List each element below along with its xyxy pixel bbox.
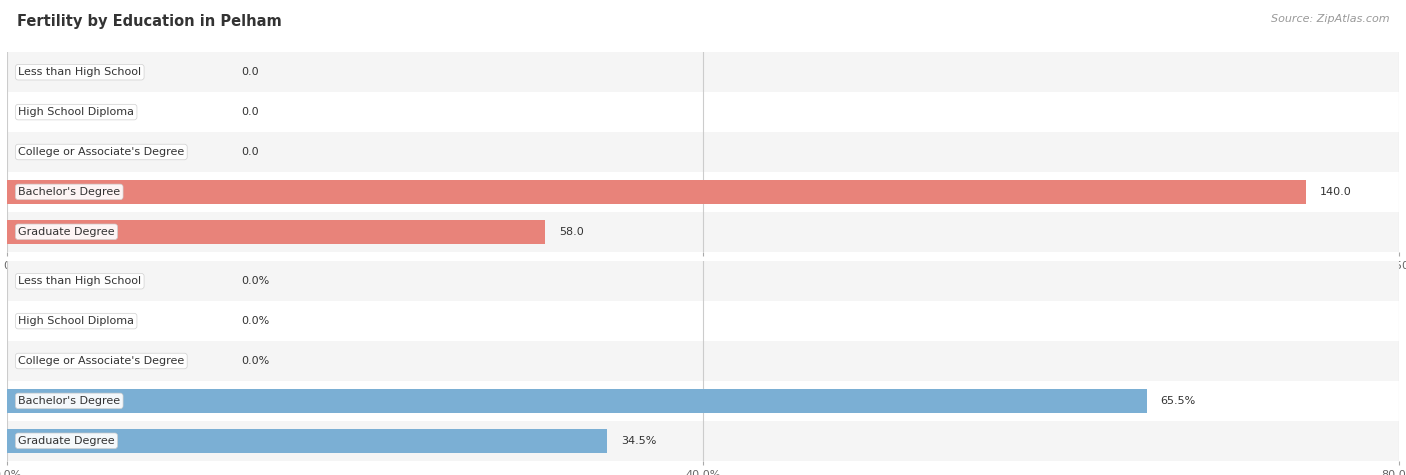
Text: Fertility by Education in Pelham: Fertility by Education in Pelham bbox=[17, 14, 281, 29]
Bar bbox=[7, 132, 1399, 172]
Text: 58.0: 58.0 bbox=[560, 227, 583, 237]
Text: Graduate Degree: Graduate Degree bbox=[18, 436, 115, 446]
Bar bbox=[7, 180, 1306, 204]
Bar bbox=[7, 381, 1399, 421]
Text: 0.0: 0.0 bbox=[240, 107, 259, 117]
Text: High School Diploma: High School Diploma bbox=[18, 316, 134, 326]
Text: High School Diploma: High School Diploma bbox=[18, 107, 134, 117]
Bar bbox=[7, 341, 1399, 381]
Bar bbox=[7, 421, 1399, 461]
Bar bbox=[7, 92, 1399, 132]
Text: 0.0%: 0.0% bbox=[240, 276, 269, 286]
Text: Bachelor's Degree: Bachelor's Degree bbox=[18, 187, 121, 197]
Text: 0.0%: 0.0% bbox=[240, 316, 269, 326]
Bar bbox=[7, 212, 1399, 252]
Text: 0.0: 0.0 bbox=[240, 67, 259, 77]
Text: Bachelor's Degree: Bachelor's Degree bbox=[18, 396, 121, 406]
Bar bbox=[7, 429, 607, 453]
Text: College or Associate's Degree: College or Associate's Degree bbox=[18, 147, 184, 157]
Bar bbox=[7, 220, 546, 244]
Text: 65.5%: 65.5% bbox=[1160, 396, 1197, 406]
Text: Less than High School: Less than High School bbox=[18, 276, 141, 286]
Text: Source: ZipAtlas.com: Source: ZipAtlas.com bbox=[1271, 14, 1389, 24]
Text: College or Associate's Degree: College or Associate's Degree bbox=[18, 356, 184, 366]
Text: 0.0%: 0.0% bbox=[240, 356, 269, 366]
Bar bbox=[7, 261, 1399, 301]
Bar bbox=[7, 389, 1147, 413]
Text: Graduate Degree: Graduate Degree bbox=[18, 227, 115, 237]
Bar bbox=[7, 301, 1399, 341]
Text: Less than High School: Less than High School bbox=[18, 67, 141, 77]
Bar bbox=[7, 52, 1399, 92]
Bar bbox=[7, 172, 1399, 212]
Text: 140.0: 140.0 bbox=[1320, 187, 1351, 197]
Text: 0.0: 0.0 bbox=[240, 147, 259, 157]
Text: 34.5%: 34.5% bbox=[621, 436, 657, 446]
